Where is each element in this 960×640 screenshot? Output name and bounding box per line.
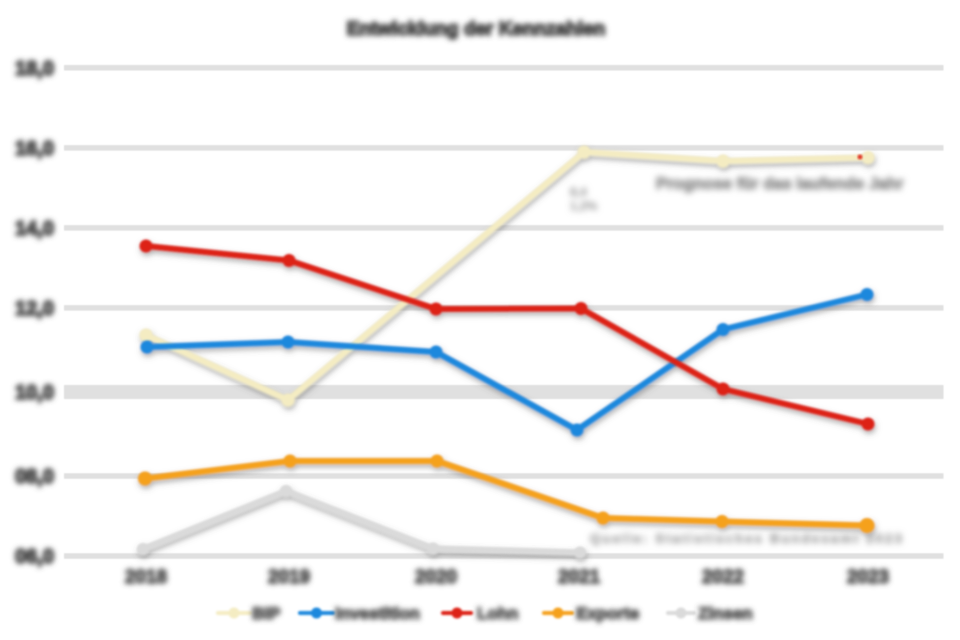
svg-text:Exporte: Exporte bbox=[576, 604, 639, 623]
svg-text:Entwicklung der Kennzahlen: Entwicklung der Kennzahlen bbox=[347, 19, 606, 40]
svg-text:Investition: Investition bbox=[335, 604, 420, 623]
svg-text:2019: 2019 bbox=[268, 567, 310, 588]
svg-text:2020: 2020 bbox=[415, 567, 457, 588]
svg-text:16,0: 16,0 bbox=[15, 138, 54, 160]
svg-text:2018: 2018 bbox=[125, 567, 167, 588]
svg-text:8,4: 8,4 bbox=[570, 185, 587, 199]
svg-text:08,0: 08,0 bbox=[15, 466, 54, 488]
svg-text:2022: 2022 bbox=[702, 567, 744, 588]
svg-text:Prognose für das laufende Jahr: Prognose für das laufende Jahr bbox=[656, 175, 904, 193]
svg-text:2021: 2021 bbox=[558, 567, 601, 588]
svg-text:06,0: 06,0 bbox=[15, 546, 54, 568]
svg-text:14,0: 14,0 bbox=[15, 218, 54, 240]
svg-text:Lohn: Lohn bbox=[477, 604, 519, 623]
svg-text:18,0: 18,0 bbox=[15, 58, 54, 80]
svg-text:2023: 2023 bbox=[847, 567, 889, 588]
svg-text:10,0: 10,0 bbox=[15, 382, 54, 404]
svg-text:Quelle: Statistisches Bundesam: Quelle: Statistisches Bundesamt 2023 bbox=[590, 531, 904, 546]
svg-text:Zinsen: Zinsen bbox=[698, 604, 753, 623]
svg-text:1,2%: 1,2% bbox=[570, 199, 598, 213]
svg-text:BIP: BIP bbox=[252, 604, 280, 623]
svg-text:12,0: 12,0 bbox=[15, 298, 54, 320]
